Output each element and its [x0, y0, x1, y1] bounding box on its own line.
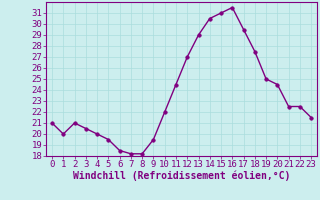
X-axis label: Windchill (Refroidissement éolien,°C): Windchill (Refroidissement éolien,°C): [73, 171, 290, 181]
